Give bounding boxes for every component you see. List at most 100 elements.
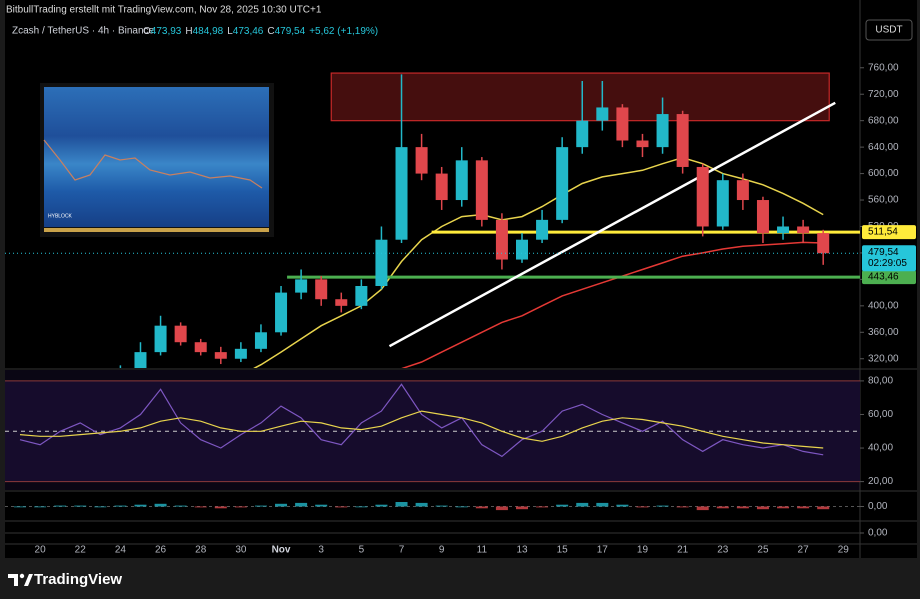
macd-bar [736,506,749,509]
macd-bar [14,506,26,508]
macd-bar [134,504,147,507]
candle-body [134,352,147,368]
candle-body [455,160,468,201]
inset-label: HYBLOCK [48,213,73,219]
y-tick-label: 0,00 [868,501,888,512]
logo-icon [19,573,25,579]
x-tick-label: 17 [597,545,609,556]
resistance-zone [330,72,830,122]
y-tick-label: 760,00 [868,62,899,73]
macd-bar [154,503,167,507]
candle-body [335,299,348,306]
candle-body [355,286,368,306]
y-tick-label: 560,00 [868,195,899,206]
currency[interactable]: USDT [875,25,902,36]
candle-body [415,147,428,174]
macd-bar [596,502,609,507]
candle-body [656,114,669,148]
last-price-bg [862,245,916,272]
rsi-ma [19,410,824,449]
currency-box[interactable] [865,19,913,41]
x-tick-label: Nov [272,545,291,556]
candle-body [576,120,589,148]
moving-average [401,241,824,368]
inset-heatmap [44,87,269,227]
macd-bar [536,506,549,508]
credit: BitbullTrading erstellt mit TradingView.… [6,5,322,16]
macd-bar [415,502,428,507]
level-label: 443,46 [868,272,899,283]
macd-bar [295,502,308,507]
logo-icon [8,574,18,586]
candle-body [556,147,569,220]
y-tick-label: 680,00 [868,115,899,126]
candle-body [194,342,207,353]
candle-body [817,233,830,254]
moving-average [253,156,824,368]
macd-bar [335,506,348,508]
ohlc-legend: O473,93 H484,98 L473,46 C479,54 +5,62 (+1,19… [143,26,378,37]
y-tick-label: 80,00 [868,376,893,387]
candle-body [756,200,769,234]
legend-value: 484,98 [193,26,224,37]
legend-key: O [143,26,151,37]
macd-bar [656,505,669,507]
candle-body [475,160,488,220]
trendline [388,101,836,348]
level-label-bg [862,225,916,240]
x-tick-label: 30 [235,545,247,556]
countdown: 02:29:05 [868,258,907,269]
y-tick-label: 0,00 [868,528,888,539]
macd-bar [676,506,689,508]
macd-bar [817,506,830,510]
candle-body [435,173,448,201]
logo-icon [24,574,33,586]
candle-body [395,147,408,240]
macd-bar [375,504,388,507]
macd-bar [516,506,528,510]
macd-bar [756,506,769,510]
candle-body [696,166,709,227]
candle-body [736,180,749,201]
x-tick-label: 24 [115,545,127,556]
macd-bar [636,506,649,508]
macd-bar [94,506,107,508]
x-tick-label: 26 [155,545,167,556]
x-tick-label: 20 [35,545,47,556]
level-label: 511,54 [868,227,898,238]
macd-bar [194,506,207,508]
x-tick-label: 9 [439,545,445,556]
x-tick-label: 27 [798,545,810,556]
candle-body [536,219,549,240]
x-tick-label: 21 [677,545,689,556]
legend-value: 473,93 [151,26,182,37]
macd-bar [54,505,67,507]
macd-bar [174,505,187,507]
macd-bar [34,506,47,508]
x-tick-label: 11 [477,545,488,556]
macd-bar [254,505,267,507]
legend-key: C [267,26,274,37]
footer-logo: TradingView [8,571,122,588]
macd-bar [355,506,368,508]
y-tick-label: 640,00 [868,142,899,153]
x-tick-label: 15 [557,545,569,556]
x-tick-label: 23 [717,545,729,556]
candle-body [777,226,790,234]
y-tick-label: 360,00 [868,327,899,338]
rsi-line [19,383,824,458]
macd-bar [455,506,468,508]
inset-line [43,139,263,189]
macd-bar [797,506,810,509]
candle-body [596,107,609,121]
macd-bar [716,506,729,509]
candle-body [516,239,528,260]
candle-body [375,239,388,286]
macd-bar [214,506,227,509]
level-label-bg [862,270,916,285]
candle-body [234,348,247,359]
y-tick-label: 20,00 [868,476,893,487]
candle-body [616,107,629,141]
macd-bar [777,506,790,509]
macd-bar [114,505,127,507]
